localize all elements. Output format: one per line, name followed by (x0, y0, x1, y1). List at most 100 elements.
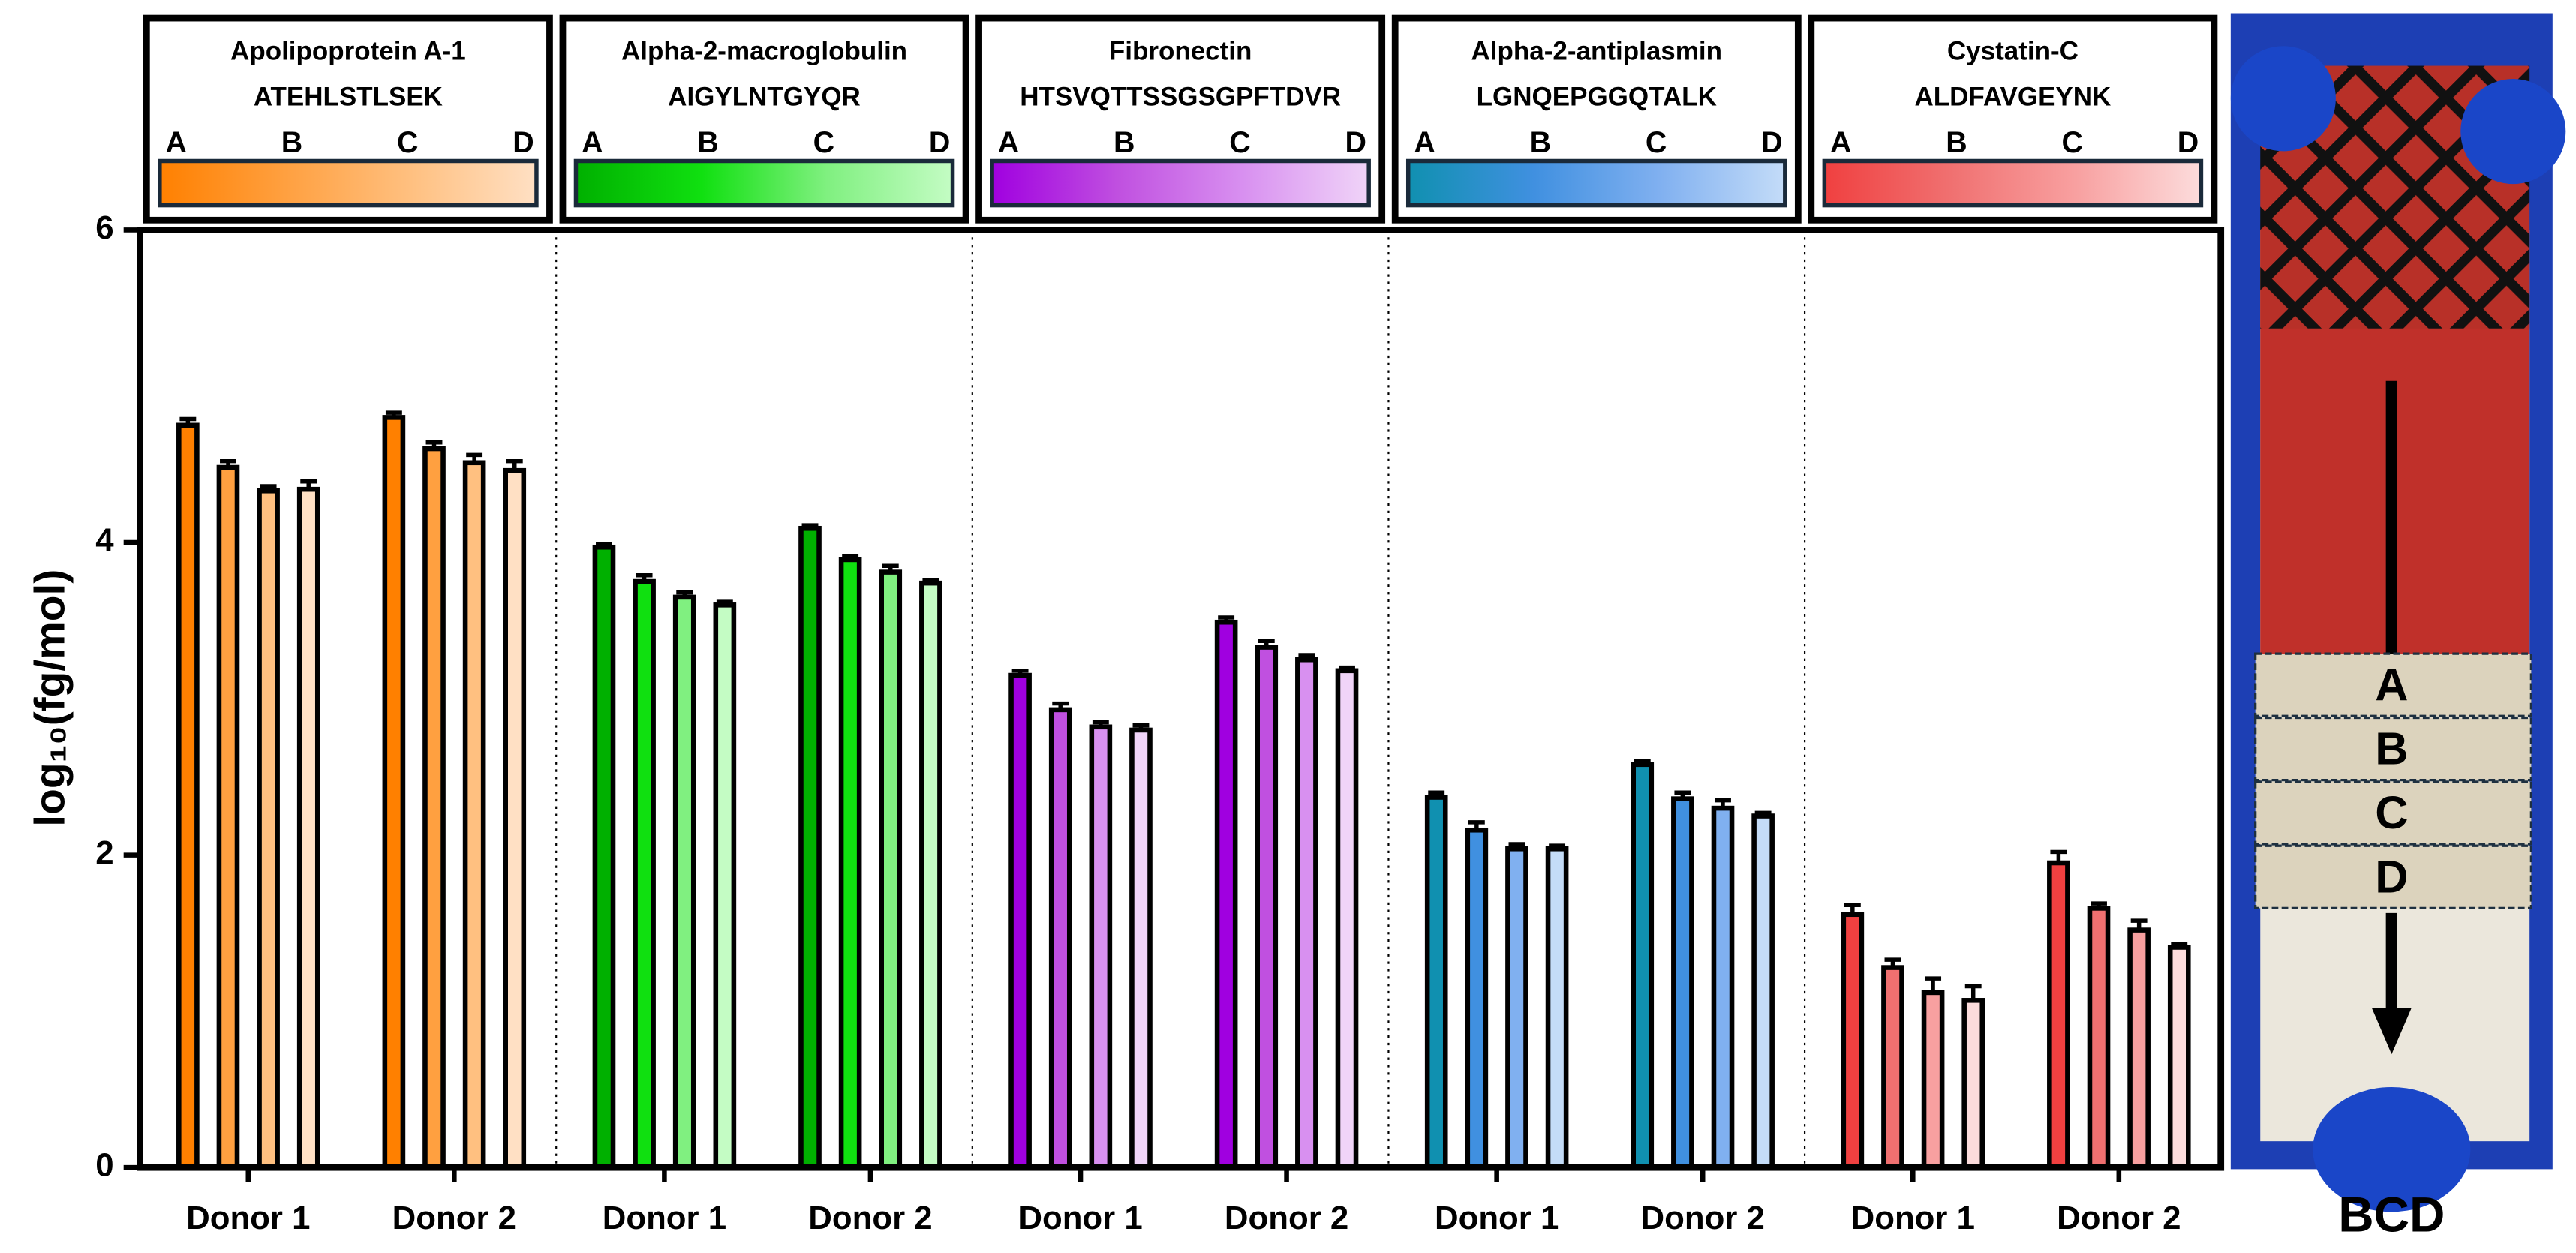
bar (1129, 727, 1153, 1170)
x-tick-label: Donor 2 (1225, 1200, 1348, 1236)
legend-swatch (158, 158, 539, 208)
bar (1255, 645, 1279, 1170)
legend-swatch (990, 158, 1371, 208)
x-tick-label: Donor 1 (1435, 1200, 1559, 1236)
bar (422, 446, 446, 1170)
photo-panel: BCD (2230, 13, 2566, 1242)
bar (1424, 795, 1448, 1170)
bar (176, 422, 200, 1170)
bar (382, 415, 406, 1170)
bar (1505, 846, 1528, 1170)
y-tick-label: 2 (95, 834, 113, 871)
legend-label: C (1646, 126, 1667, 159)
bar (919, 580, 942, 1170)
bar (2127, 927, 2151, 1170)
photo-caption: BCD (2338, 1187, 2445, 1242)
bar (503, 467, 527, 1170)
bar (462, 460, 486, 1170)
legend-label: A (998, 126, 1019, 159)
zone (2254, 716, 2533, 782)
panel-title: Cystatin-C (1947, 36, 2079, 65)
panel-subtitle: HTSVQTTSSGSGPFTDVR (1020, 83, 1341, 112)
bar (2047, 860, 2070, 1170)
bar (1089, 724, 1113, 1170)
x-tick-label: Donor 1 (1018, 1200, 1142, 1236)
zone-label: D (2375, 851, 2408, 902)
bar (1214, 619, 1238, 1170)
panel-title: Alpha-2-antiplasmin (1471, 36, 1722, 65)
legend-label: A (1414, 126, 1435, 159)
bar (592, 544, 616, 1170)
legend-label: C (397, 126, 418, 159)
x-tick-label: Donor 1 (603, 1200, 726, 1236)
bar (2087, 906, 2111, 1170)
plot-frame (137, 227, 2225, 1171)
bar (257, 488, 280, 1170)
arrow-head (2372, 1008, 2412, 1055)
bar (672, 594, 696, 1170)
legend-label: D (512, 126, 534, 159)
panel-subtitle: AIGYLNTGYQR (668, 83, 861, 112)
bar (1961, 998, 1985, 1170)
bar (1881, 965, 1904, 1170)
bar (1711, 805, 1735, 1170)
bar (1335, 668, 1359, 1170)
bar (1631, 762, 1655, 1170)
legend-label: B (1946, 126, 1967, 159)
legend-label: B (697, 126, 718, 159)
panel-subtitle: ALDFAVGEYNK (1914, 83, 2111, 112)
legend-label: A (166, 126, 187, 159)
clip (2230, 46, 2336, 152)
legend-label: B (1530, 126, 1551, 159)
clip (2313, 1086, 2471, 1212)
y-tick-label: 4 (95, 522, 114, 559)
legend-swatch (1405, 158, 1787, 208)
zone-label: B (2375, 723, 2408, 774)
bar (838, 557, 862, 1170)
legend-label: C (1229, 126, 1250, 159)
x-tick-label: Donor 2 (392, 1200, 516, 1236)
legend-label: C (813, 126, 834, 159)
legend-label: B (1114, 126, 1135, 159)
bar (713, 602, 737, 1170)
legend-label: A (582, 126, 603, 159)
x-tick-label: Donor 2 (2057, 1200, 2181, 1236)
bar (879, 569, 903, 1170)
bar (2167, 945, 2191, 1170)
x-tick-label: Donor 2 (808, 1200, 932, 1236)
x-tick-label: Donor 1 (1851, 1200, 1975, 1236)
legend-label: C (2061, 126, 2082, 159)
zone (2254, 652, 2533, 717)
bar (798, 525, 822, 1170)
zone (2254, 780, 2533, 846)
bar (1008, 672, 1032, 1170)
y-axis-label: log₁₀(fg/mol) (26, 569, 74, 827)
panel-title: Apolipoprotein A-1 (230, 36, 466, 65)
legend-swatch (1822, 158, 2204, 208)
bar (1921, 990, 1945, 1170)
legend-label: B (281, 126, 302, 159)
bar (1841, 912, 1865, 1170)
bar (633, 578, 656, 1170)
legend-label: A (1830, 126, 1851, 159)
bar (1048, 707, 1072, 1170)
bar (296, 486, 320, 1170)
bar (1751, 813, 1775, 1170)
clip (2460, 79, 2566, 185)
bar (1671, 796, 1694, 1170)
legend-label: D (929, 126, 950, 159)
zone-label: A (2375, 659, 2408, 710)
bar (216, 464, 240, 1170)
zone-label: C (2375, 787, 2408, 838)
panel-subtitle: LGNQEPGGQTALK (1477, 83, 1717, 112)
panel-subtitle: ATEHLSTLSEK (254, 83, 443, 112)
y-tick-label: 0 (95, 1147, 113, 1184)
bar (1295, 657, 1318, 1170)
x-tick-label: Donor 1 (186, 1200, 310, 1236)
legend-swatch (573, 158, 955, 208)
zone (2254, 844, 2533, 910)
legend-label: D (1345, 126, 1366, 159)
legend-label: D (2178, 126, 2199, 159)
x-tick-label: Donor 2 (1641, 1200, 1765, 1236)
